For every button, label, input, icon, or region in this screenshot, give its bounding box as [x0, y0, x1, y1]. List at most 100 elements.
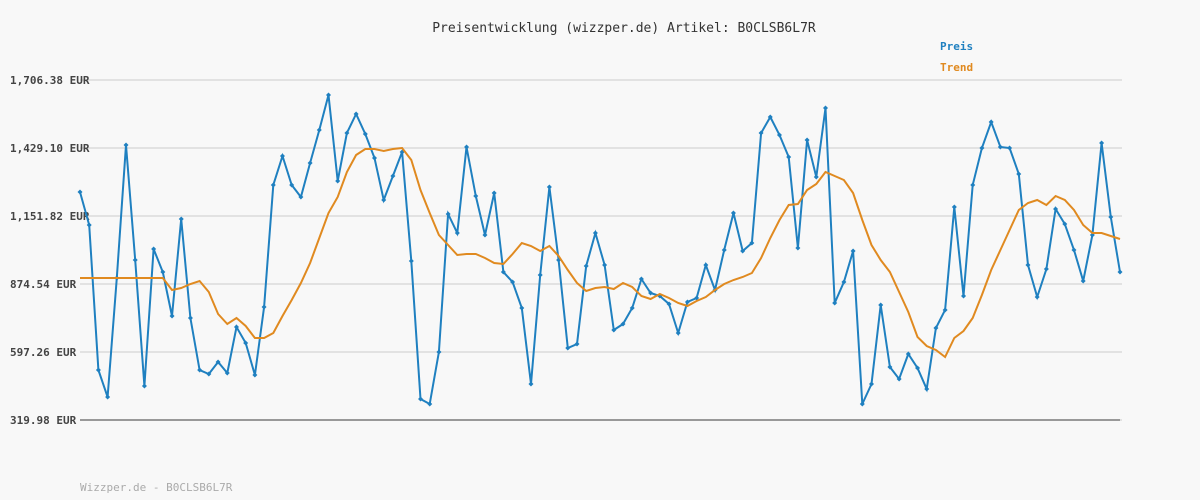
point-marker	[151, 246, 157, 252]
point-marker	[307, 160, 313, 166]
point-marker	[684, 299, 690, 305]
point-marker	[381, 197, 387, 203]
point-marker	[279, 153, 285, 159]
point-marker	[390, 173, 396, 179]
point-marker	[933, 325, 939, 331]
point-marker	[418, 396, 424, 402]
y-tick-label: 1,151.82 EUR	[10, 210, 90, 223]
point-marker	[638, 276, 644, 282]
legend-label: Trend	[940, 61, 973, 74]
point-marker	[942, 307, 948, 313]
point-marker	[869, 381, 875, 387]
point-marker	[344, 130, 350, 136]
y-tick-label: 1,429.10 EUR	[10, 142, 90, 155]
point-marker	[427, 401, 433, 407]
point-marker	[298, 194, 304, 200]
point-marker	[915, 365, 921, 371]
point-marker	[1007, 145, 1013, 151]
point-marker	[730, 210, 736, 216]
point-marker	[335, 178, 341, 184]
point-marker	[289, 182, 295, 188]
point-marker	[546, 184, 552, 190]
footer: Wizzper.de - B0CLSB6L7R	[80, 481, 233, 494]
point-marker	[905, 351, 911, 357]
point-marker	[758, 130, 764, 136]
point-marker	[776, 132, 782, 138]
legend-label: Preis	[940, 40, 973, 53]
point-marker	[795, 245, 801, 251]
point-marker	[970, 182, 976, 188]
point-marker	[178, 216, 184, 222]
point-marker	[951, 204, 957, 210]
point-marker	[1099, 140, 1105, 146]
point-marker	[832, 300, 838, 306]
point-marker	[206, 371, 212, 377]
series-line	[79, 94, 1121, 406]
point-marker	[270, 182, 276, 188]
point-marker	[1025, 262, 1031, 268]
point-marker	[482, 232, 488, 238]
point-marker	[519, 305, 525, 311]
series-line	[80, 146, 1121, 359]
point-marker	[961, 293, 967, 299]
point-marker	[859, 401, 865, 407]
point-marker	[408, 258, 414, 264]
point-marker	[694, 295, 700, 301]
point-marker	[316, 127, 322, 133]
point-marker	[187, 315, 193, 321]
point-marker	[372, 155, 378, 161]
y-tick-label: 597.26 EUR	[10, 346, 77, 359]
point-marker	[574, 341, 580, 347]
point-marker	[141, 383, 147, 389]
point-marker	[565, 345, 571, 351]
point-marker	[169, 313, 175, 319]
y-tick-label: 319.98 EUR	[10, 414, 77, 427]
point-marker	[261, 304, 267, 310]
point-marker	[648, 290, 654, 296]
point-marker	[602, 262, 608, 268]
point-marker	[1080, 278, 1086, 284]
point-marker	[1108, 214, 1114, 220]
point-marker	[749, 240, 755, 246]
point-marker	[721, 247, 727, 253]
point-marker	[997, 144, 1003, 150]
point-marker	[233, 324, 239, 330]
point-marker	[675, 330, 681, 336]
point-marker	[445, 211, 451, 217]
point-marker	[243, 340, 249, 346]
point-marker	[510, 279, 516, 285]
point-marker	[1034, 294, 1040, 300]
point-marker	[896, 376, 902, 382]
y-tick-label: 874.54 EUR	[10, 278, 77, 291]
point-marker	[629, 305, 635, 311]
point-marker	[887, 364, 893, 370]
point-marker	[666, 301, 672, 307]
point-marker	[95, 367, 101, 373]
point-marker	[105, 394, 111, 400]
point-marker	[1043, 266, 1049, 272]
point-marker	[583, 263, 589, 269]
point-marker	[473, 193, 479, 199]
point-marker	[611, 327, 617, 333]
point-marker	[850, 248, 856, 254]
point-marker	[224, 370, 230, 376]
point-marker	[77, 189, 83, 195]
point-marker	[1053, 206, 1059, 212]
point-marker	[362, 131, 368, 137]
point-marker	[988, 119, 994, 125]
point-marker	[804, 137, 810, 143]
point-marker	[924, 386, 930, 392]
point-marker	[252, 372, 258, 378]
point-marker	[86, 222, 92, 228]
point-marker	[813, 174, 819, 180]
point-marker	[436, 349, 442, 355]
point-marker	[786, 154, 792, 160]
point-marker	[537, 272, 543, 278]
point-marker	[160, 269, 166, 275]
point-marker	[215, 359, 221, 365]
point-marker	[822, 105, 828, 111]
point-marker	[197, 367, 203, 373]
point-marker	[1117, 269, 1123, 275]
point-marker	[592, 230, 598, 236]
point-marker	[325, 92, 331, 98]
